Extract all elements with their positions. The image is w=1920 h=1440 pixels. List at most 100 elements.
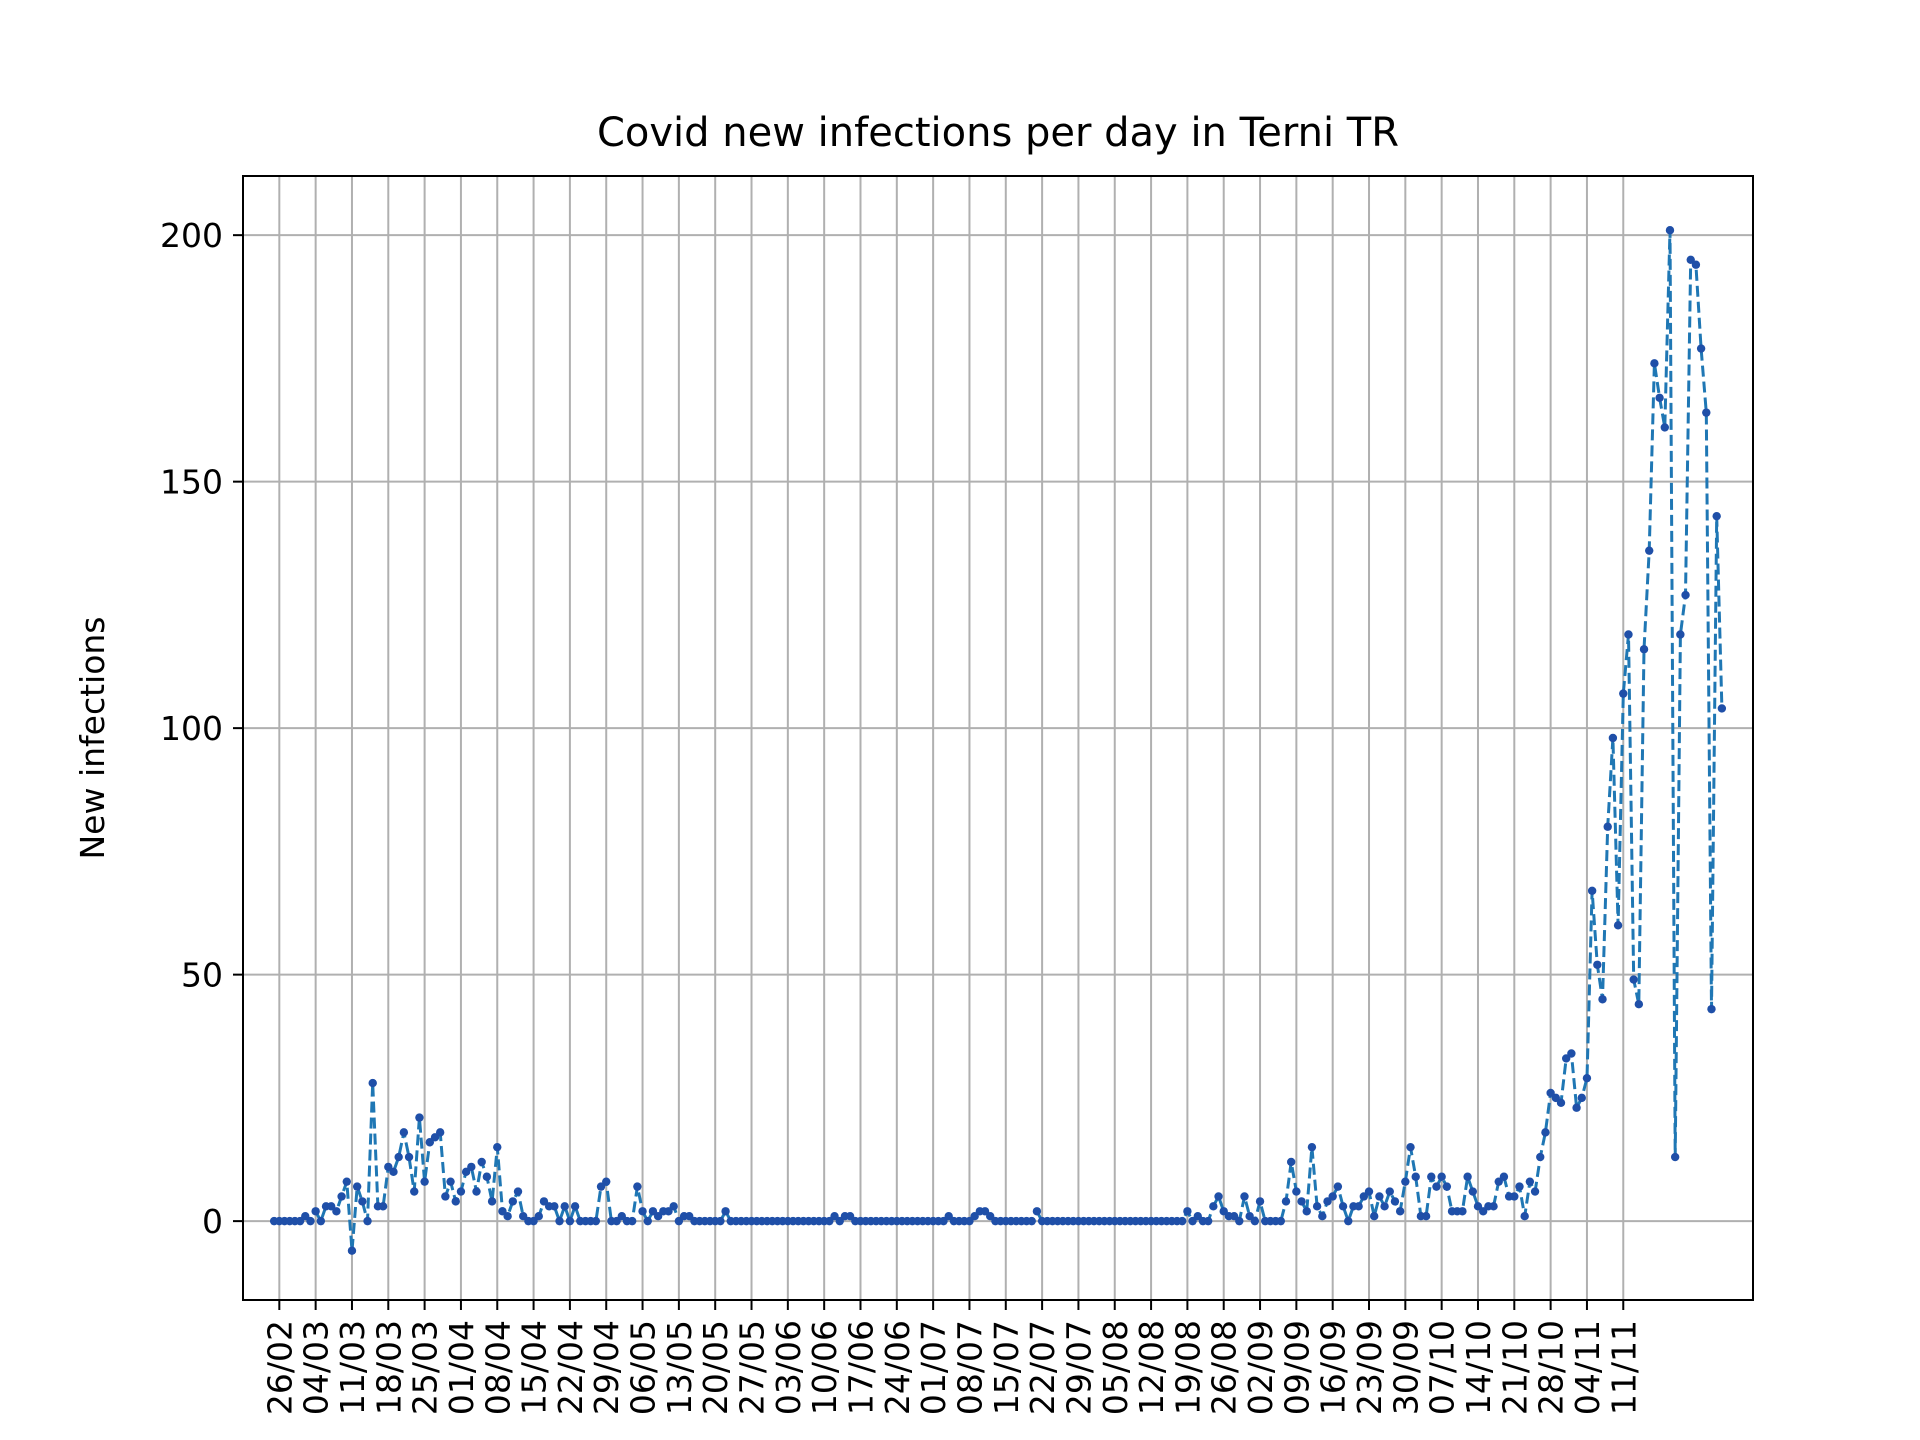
x-tick-label: 13/05 bbox=[660, 1320, 699, 1415]
data-point bbox=[1432, 1182, 1441, 1191]
data-point bbox=[1691, 260, 1701, 269]
data-point bbox=[1536, 1152, 1545, 1162]
data-point bbox=[1468, 1187, 1477, 1196]
data-point bbox=[1235, 1216, 1244, 1226]
data-point bbox=[560, 1202, 569, 1211]
data-point bbox=[1354, 1202, 1363, 1211]
data-point bbox=[1598, 995, 1607, 1004]
x-tick-label: 21/10 bbox=[1495, 1320, 1534, 1415]
x-tick-label: 11/11 bbox=[1604, 1320, 1643, 1415]
data-point bbox=[1603, 822, 1612, 831]
x-axis-ticks: 26/0204/0311/0318/0325/0301/0408/0415/04… bbox=[260, 1300, 1643, 1415]
x-tick-label: 15/04 bbox=[515, 1320, 554, 1415]
data-point bbox=[394, 1152, 403, 1162]
data-point bbox=[508, 1197, 518, 1206]
data-point bbox=[1427, 1172, 1436, 1181]
data-point bbox=[1250, 1216, 1260, 1226]
data-point bbox=[1032, 1207, 1042, 1216]
data-point bbox=[399, 1128, 409, 1137]
x-tick-label: 15/07 bbox=[987, 1320, 1026, 1415]
data-point bbox=[627, 1216, 637, 1226]
data-point bbox=[1292, 1187, 1301, 1196]
y-tick-label: 0 bbox=[202, 1202, 223, 1241]
data-point bbox=[1613, 921, 1623, 930]
data-point bbox=[482, 1172, 492, 1181]
data-point bbox=[1650, 359, 1659, 368]
data-point bbox=[1297, 1197, 1306, 1206]
data-point bbox=[1209, 1202, 1218, 1211]
data-point bbox=[435, 1128, 445, 1137]
y-tick-label: 50 bbox=[181, 956, 223, 995]
x-tick-label: 14/10 bbox=[1459, 1320, 1498, 1415]
x-tick-label: 12/08 bbox=[1132, 1320, 1171, 1415]
x-tick-label: 22/04 bbox=[551, 1320, 590, 1415]
data-point bbox=[493, 1142, 502, 1152]
data-point bbox=[1240, 1192, 1249, 1201]
x-tick-label: 26/08 bbox=[1205, 1320, 1244, 1415]
data-point bbox=[1276, 1216, 1286, 1226]
data-point bbox=[1214, 1192, 1223, 1201]
y-axis-label: New infections bbox=[73, 616, 112, 859]
data-point bbox=[1572, 1103, 1581, 1112]
x-tick-label: 01/04 bbox=[442, 1320, 481, 1415]
data-point bbox=[1286, 1157, 1296, 1167]
data-point bbox=[1717, 704, 1727, 713]
x-tick-label: 05/08 bbox=[1096, 1320, 1135, 1415]
x-tick-label: 20/05 bbox=[696, 1320, 735, 1415]
data-point bbox=[1681, 590, 1690, 600]
data-point bbox=[1541, 1128, 1550, 1137]
data-point bbox=[342, 1177, 351, 1186]
data-point bbox=[1556, 1098, 1566, 1108]
x-tick-label: 01/07 bbox=[914, 1320, 953, 1415]
x-tick-label: 08/07 bbox=[950, 1320, 989, 1415]
data-point bbox=[1401, 1177, 1410, 1186]
x-tick-label: 29/07 bbox=[1059, 1320, 1098, 1415]
data-point bbox=[1670, 1152, 1680, 1162]
data-point bbox=[1437, 1172, 1446, 1181]
data-point bbox=[487, 1197, 497, 1206]
data-point bbox=[311, 1207, 320, 1216]
data-point bbox=[669, 1202, 678, 1211]
series-group bbox=[269, 226, 1727, 1255]
y-gridlines bbox=[243, 234, 1753, 1223]
y-tick-label: 200 bbox=[160, 216, 223, 255]
data-point bbox=[456, 1187, 466, 1196]
data-point bbox=[638, 1207, 647, 1216]
data-point bbox=[1707, 1004, 1716, 1014]
x-tick-label: 10/06 bbox=[805, 1320, 844, 1415]
data-point bbox=[1307, 1142, 1317, 1152]
data-point bbox=[513, 1187, 523, 1196]
x-tick-label: 24/06 bbox=[878, 1320, 917, 1415]
data-point bbox=[1390, 1197, 1400, 1206]
data-point bbox=[602, 1177, 611, 1186]
x-tick-label: 18/03 bbox=[369, 1320, 408, 1415]
data-point bbox=[337, 1192, 346, 1201]
data-point bbox=[1328, 1192, 1337, 1201]
data-point bbox=[550, 1202, 559, 1211]
x-tick-label: 30/09 bbox=[1386, 1320, 1425, 1415]
data-point bbox=[643, 1216, 652, 1226]
data-point bbox=[1660, 423, 1669, 432]
data-point bbox=[441, 1192, 450, 1201]
data-point bbox=[1442, 1182, 1452, 1191]
data-point bbox=[1696, 344, 1706, 353]
data-point bbox=[503, 1211, 512, 1221]
data-point bbox=[534, 1211, 543, 1221]
data-point bbox=[1624, 630, 1633, 639]
data-point bbox=[1702, 408, 1711, 417]
x-tick-label: 09/09 bbox=[1277, 1320, 1316, 1415]
data-point bbox=[451, 1197, 460, 1206]
x-tick-label: 11/03 bbox=[333, 1320, 372, 1415]
x-tick-label: 08/04 bbox=[478, 1320, 517, 1415]
data-point bbox=[415, 1113, 424, 1122]
y-axis-ticks: 0 50 100 150 200 bbox=[160, 216, 243, 1241]
data-point bbox=[1530, 1187, 1540, 1196]
data-point bbox=[378, 1202, 388, 1211]
x-tick-label: 22/07 bbox=[1023, 1320, 1062, 1415]
x-tick-label: 28/10 bbox=[1532, 1320, 1571, 1415]
x-tick-label: 27/05 bbox=[733, 1320, 772, 1415]
data-point bbox=[1463, 1172, 1472, 1181]
data-point bbox=[1380, 1202, 1389, 1211]
data-point bbox=[410, 1187, 419, 1196]
